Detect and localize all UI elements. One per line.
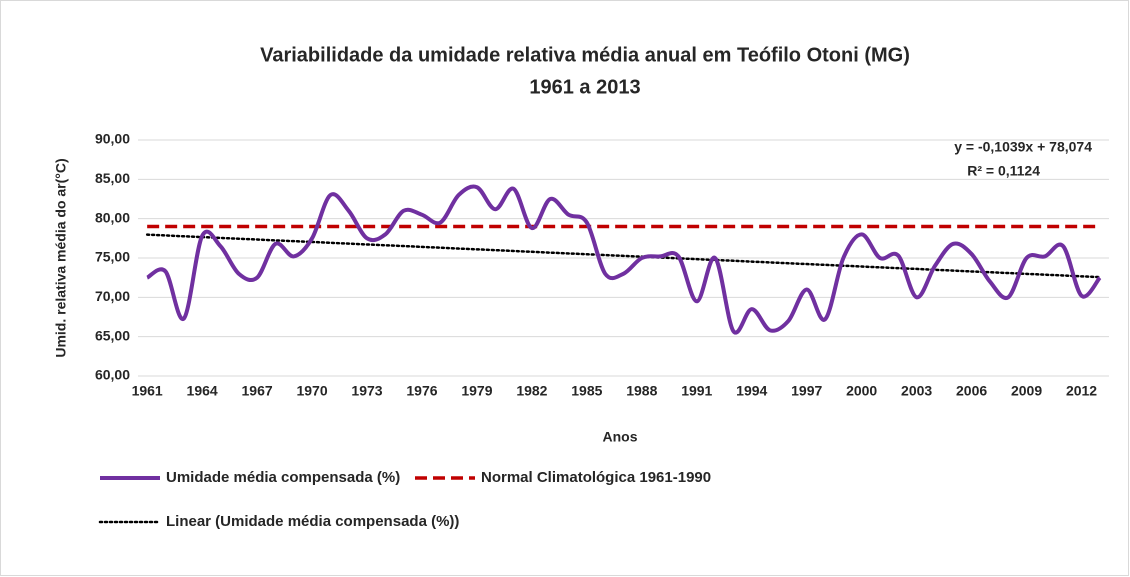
y-axis-label: Umid. relativa média do ar(°C) bbox=[53, 158, 69, 357]
legend-label: Umidade média compensada (%) bbox=[166, 469, 400, 486]
y-tick-label: 60,00 bbox=[95, 367, 130, 383]
x-tick-label: 1967 bbox=[242, 383, 273, 399]
x-tick-label: 1979 bbox=[461, 383, 492, 399]
x-tick-label: 1973 bbox=[351, 383, 382, 399]
annotation: R² = 0,1124 bbox=[967, 163, 1040, 179]
x-tick-label: 2000 bbox=[846, 383, 877, 399]
annotation: y = -0,1039x + 78,074 bbox=[954, 139, 1092, 155]
x-tick-label: 1964 bbox=[187, 383, 218, 399]
x-tick-label: 1985 bbox=[571, 383, 602, 399]
y-tick-label: 90,00 bbox=[95, 131, 130, 147]
x-tick-label: 1961 bbox=[132, 383, 163, 399]
series-line bbox=[146, 184, 1102, 335]
x-tick-label: 2012 bbox=[1066, 383, 1097, 399]
series-line bbox=[145, 233, 1102, 279]
legend-label: Linear (Umidade média compensada (%)) bbox=[166, 513, 459, 530]
y-tick-label: 85,00 bbox=[95, 170, 130, 186]
chart-subtitle: 1961 a 2013 bbox=[529, 76, 640, 98]
x-tick-label: 1994 bbox=[736, 383, 767, 399]
x-tick-label: 2009 bbox=[1011, 383, 1042, 399]
x-tick-label: 1970 bbox=[296, 383, 327, 399]
x-tick-label: 1991 bbox=[681, 383, 712, 399]
x-tick-label: 1982 bbox=[516, 383, 547, 399]
x-axis-label: Anos bbox=[603, 429, 638, 445]
legend-label: Normal Climatológica 1961-1990 bbox=[481, 469, 711, 486]
x-tick-label: 1997 bbox=[791, 383, 822, 399]
y-tick-label: 75,00 bbox=[95, 249, 130, 265]
x-tick-label: 2006 bbox=[956, 383, 987, 399]
y-tick-label: 80,00 bbox=[95, 209, 130, 225]
x-tick-label: 1976 bbox=[406, 383, 437, 399]
x-tick-label: 1988 bbox=[626, 383, 657, 399]
y-tick-label: 70,00 bbox=[95, 288, 130, 304]
chart-title: Variabilidade da umidade relativa média … bbox=[260, 44, 910, 66]
x-tick-label: 2003 bbox=[901, 383, 932, 399]
y-tick-label: 65,00 bbox=[95, 327, 130, 343]
